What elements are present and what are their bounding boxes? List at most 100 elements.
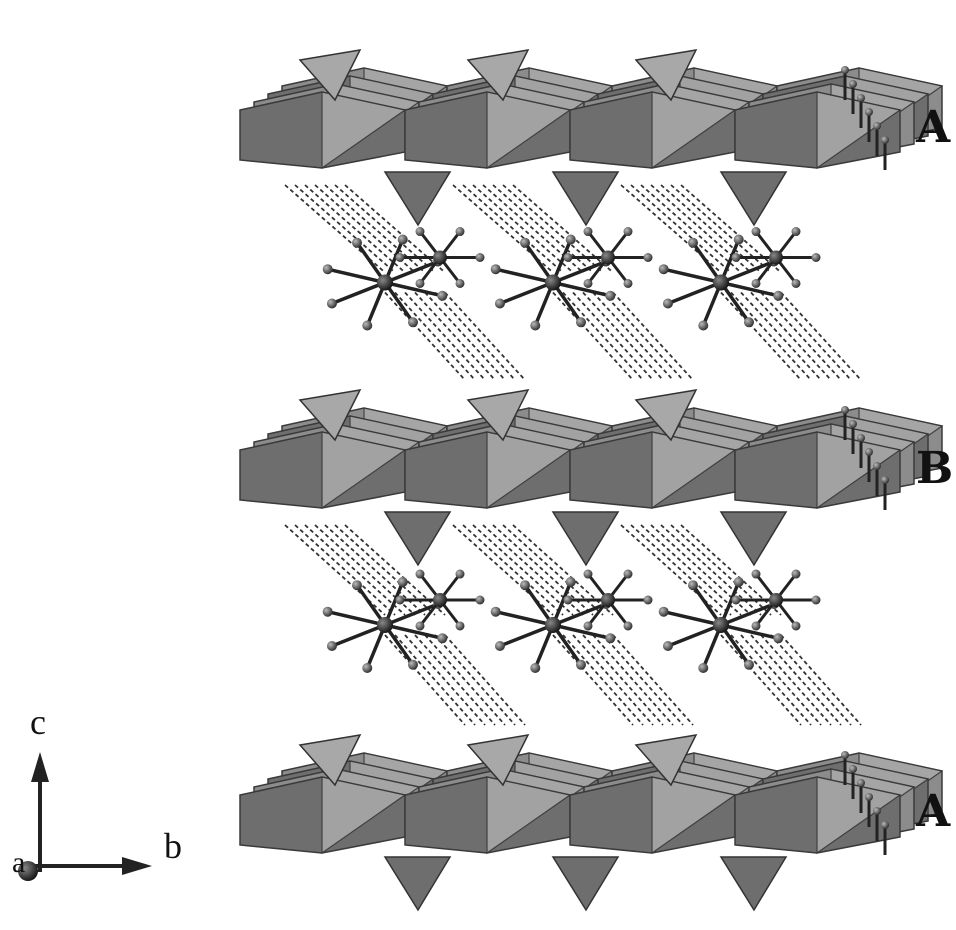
metal-atom	[377, 617, 393, 633]
bond	[551, 281, 583, 324]
hydrogen-bond	[670, 184, 772, 274]
a-axis-label: a	[12, 846, 26, 879]
atom	[733, 577, 744, 588]
hydrogen-bond	[552, 634, 634, 726]
metal-atom	[769, 250, 783, 265]
octahedron-face	[486, 776, 572, 855]
c-axis-label: c	[30, 702, 46, 742]
bond	[720, 602, 775, 627]
atom	[662, 298, 673, 309]
bond	[663, 267, 722, 285]
atom	[455, 278, 465, 288]
hydrogen-bond	[314, 184, 416, 274]
atom	[395, 595, 405, 605]
atom	[662, 640, 673, 651]
atom	[494, 640, 505, 651]
hydrogen-bond	[472, 524, 574, 616]
atom	[733, 234, 744, 245]
tetrahedron-bottom	[383, 511, 452, 567]
hydrogen-bond	[492, 184, 594, 274]
atom	[873, 462, 881, 470]
hydrogen-bond	[740, 291, 822, 381]
atom	[583, 621, 593, 631]
atom	[731, 253, 741, 262]
atom	[791, 278, 801, 288]
tetrahedron-bottom	[383, 171, 452, 227]
atom	[658, 264, 669, 275]
metal-atom	[713, 617, 729, 633]
atom	[865, 108, 873, 116]
atom	[873, 122, 881, 130]
atom	[415, 621, 425, 631]
atom	[397, 577, 408, 588]
hydrogen-bond	[404, 291, 486, 381]
bond	[495, 267, 554, 285]
bond	[499, 280, 554, 306]
atom	[563, 253, 573, 262]
atom	[791, 569, 801, 579]
hydrogen-bond	[284, 184, 386, 274]
atom	[849, 765, 857, 773]
tetrahedron-top	[466, 734, 530, 787]
bond	[551, 623, 583, 666]
bond	[691, 241, 723, 284]
linker-band	[284, 184, 862, 381]
linker-band	[284, 524, 862, 726]
hydrogen-bond	[630, 524, 732, 616]
octahedron-face	[486, 91, 572, 170]
bond	[719, 281, 751, 324]
hydrogen-bond	[572, 291, 654, 381]
atom	[857, 779, 865, 787]
atom	[352, 580, 363, 591]
hydrogen-bond	[680, 184, 782, 274]
atom	[811, 253, 821, 262]
bond	[720, 623, 779, 641]
hydrogen-bond	[424, 291, 506, 381]
metal-atom	[545, 617, 561, 633]
atom	[583, 227, 593, 237]
hydrogen-bond	[334, 184, 436, 274]
bond	[327, 609, 386, 627]
atom	[520, 580, 531, 591]
atom	[751, 569, 761, 579]
bond	[667, 623, 722, 648]
bond	[552, 280, 611, 298]
hydrogen-bond	[294, 524, 396, 616]
hydrogen-bond	[730, 634, 812, 726]
hydrogen-bond	[780, 634, 862, 726]
hydrogen-bond	[462, 184, 564, 274]
atom	[791, 621, 801, 631]
atom	[397, 234, 408, 245]
tetrahedron-top	[466, 49, 530, 102]
atom	[490, 264, 501, 275]
tetrahedron-top	[634, 734, 698, 787]
tetrahedron-bottom	[719, 511, 788, 567]
metal-atom	[433, 250, 447, 265]
octahedron-face	[321, 91, 407, 170]
atom	[857, 434, 865, 442]
atom	[322, 606, 333, 617]
tetrahedron-top	[298, 734, 362, 787]
tetrahedron-top	[298, 389, 362, 442]
hydrogen-bond	[552, 291, 634, 381]
tetrahedron-bottom	[551, 511, 620, 567]
bond	[383, 281, 415, 324]
octahedron-face	[651, 91, 737, 170]
tetrahedron-bottom	[719, 856, 788, 912]
bond	[720, 280, 779, 298]
metal-atom	[377, 274, 393, 291]
atom	[881, 136, 889, 144]
atom	[362, 662, 373, 673]
bond	[384, 623, 443, 641]
bond	[552, 623, 611, 641]
tetrahedron-bottom	[551, 856, 620, 912]
bond	[523, 584, 555, 627]
atom	[881, 821, 889, 829]
tetrahedron-top	[466, 389, 530, 442]
layer-label-top: A	[916, 102, 951, 153]
bond	[384, 602, 439, 627]
atom	[731, 595, 741, 605]
hydrogen-bond	[750, 634, 832, 726]
hydrogen-bond	[434, 291, 516, 381]
